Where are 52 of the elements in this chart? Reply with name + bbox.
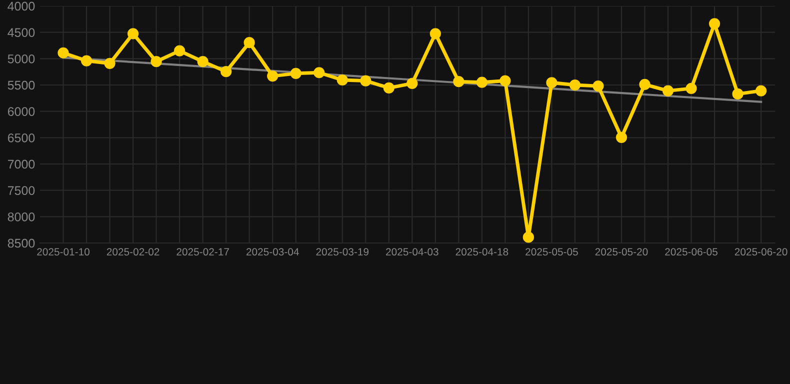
point <box>639 78 650 90</box>
point <box>244 37 255 48</box>
point <box>686 82 697 94</box>
point <box>406 78 418 89</box>
x-tick-label: 2025-04-03 <box>386 248 438 256</box>
point <box>360 75 372 86</box>
y-tick-label: 7000 <box>8 160 35 169</box>
x-tick-label: 2025-05-05 <box>526 248 578 256</box>
x-tick-label: 2025-04-18 <box>456 248 508 256</box>
x-tick-label: 2025-05-20 <box>595 248 648 256</box>
y-tick-label: 4500 <box>8 28 35 37</box>
y-tick-label: 5000 <box>8 54 35 64</box>
x-tick-label: 2025-06-20 <box>734 248 788 256</box>
point <box>127 28 139 40</box>
x-tick-label: 2025-03-04 <box>246 248 299 256</box>
point <box>290 68 302 79</box>
point <box>708 18 720 30</box>
point <box>662 85 674 96</box>
point <box>197 56 208 68</box>
point <box>220 66 232 78</box>
x-tick-label: 2025-02-02 <box>106 248 160 256</box>
point <box>336 74 348 86</box>
point <box>267 70 278 82</box>
point <box>569 79 581 91</box>
point <box>314 67 325 78</box>
point <box>150 56 162 68</box>
point <box>104 58 116 69</box>
point <box>476 76 488 88</box>
point <box>592 80 604 92</box>
y-tick-label: 6000 <box>8 107 35 116</box>
y-tick-label: 6500 <box>8 133 35 142</box>
point <box>80 55 92 66</box>
point <box>546 77 558 88</box>
y-tick-label: 8000 <box>8 212 35 222</box>
x-tick-label: 2025-02-17 <box>176 248 229 256</box>
y-tick-label: 5500 <box>8 80 35 90</box>
y-tick-label: 8500 <box>8 238 35 248</box>
point <box>58 47 69 58</box>
y-tick-label: 4000 <box>8 2 35 11</box>
x-tick-label: 2025-03-19 <box>316 248 369 256</box>
point <box>732 88 744 100</box>
point <box>430 28 441 40</box>
point <box>616 132 628 143</box>
y-tick-label: 7500 <box>8 186 35 195</box>
point <box>755 85 767 96</box>
x-tick-label: 2025-06-05 <box>665 248 718 256</box>
point <box>453 76 464 88</box>
point <box>174 45 186 56</box>
point <box>383 82 394 94</box>
point <box>500 75 511 86</box>
point <box>522 232 534 243</box>
x-tick-label: 2025-01-10 <box>37 248 90 256</box>
